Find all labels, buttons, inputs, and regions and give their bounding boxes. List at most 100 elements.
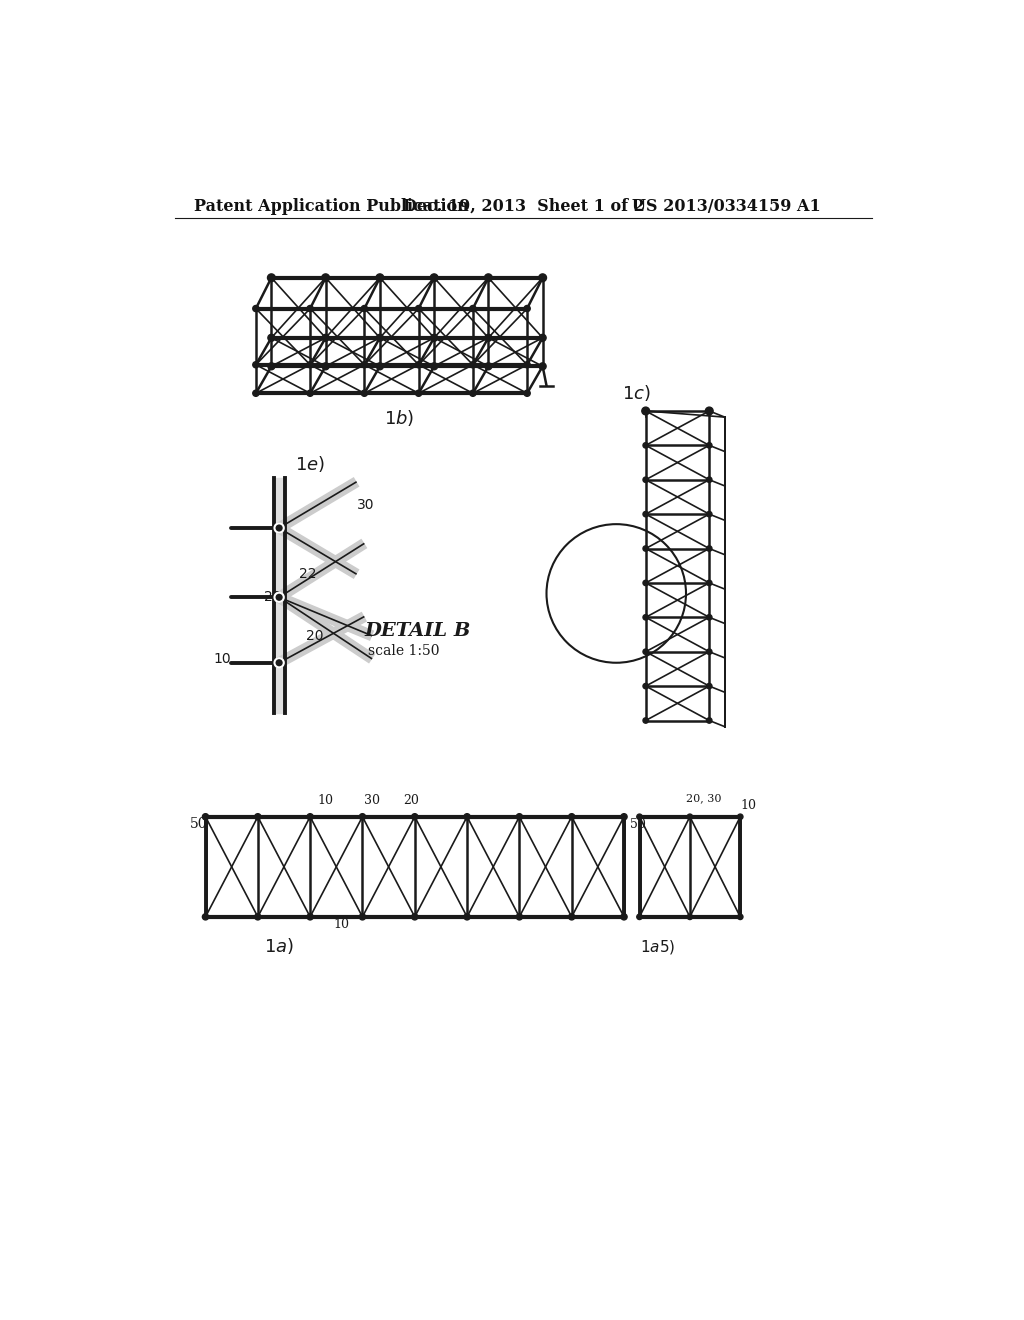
Text: 50: 50 — [190, 817, 208, 832]
Circle shape — [687, 915, 692, 920]
Circle shape — [268, 363, 274, 370]
Circle shape — [203, 913, 209, 920]
Circle shape — [643, 408, 648, 413]
Text: 10: 10 — [334, 919, 349, 932]
Circle shape — [253, 362, 259, 368]
Circle shape — [643, 581, 648, 586]
Circle shape — [276, 525, 282, 531]
Circle shape — [643, 511, 648, 517]
Circle shape — [322, 275, 330, 281]
Circle shape — [361, 362, 368, 368]
Circle shape — [707, 649, 712, 655]
Circle shape — [416, 391, 422, 396]
Text: $1a)$: $1a)$ — [263, 936, 294, 956]
Circle shape — [267, 275, 275, 281]
Circle shape — [253, 391, 259, 396]
Circle shape — [276, 660, 282, 665]
Circle shape — [516, 913, 522, 920]
Circle shape — [274, 659, 284, 668]
Circle shape — [707, 546, 712, 552]
Text: 22: 22 — [299, 568, 316, 581]
Circle shape — [707, 408, 712, 413]
Circle shape — [470, 391, 476, 396]
Text: DETAIL B: DETAIL B — [365, 622, 471, 640]
Circle shape — [524, 391, 530, 396]
Circle shape — [621, 813, 627, 820]
Circle shape — [464, 813, 470, 820]
Circle shape — [539, 275, 547, 281]
Text: 50: 50 — [630, 818, 646, 832]
Circle shape — [540, 363, 546, 370]
Text: $1e)$: $1e)$ — [295, 454, 325, 474]
Text: 20: 20 — [403, 793, 419, 807]
Circle shape — [359, 913, 366, 920]
Circle shape — [568, 813, 574, 820]
Circle shape — [485, 363, 492, 370]
Circle shape — [707, 581, 712, 586]
Circle shape — [643, 477, 648, 482]
Circle shape — [323, 334, 329, 342]
Circle shape — [274, 593, 284, 602]
Circle shape — [707, 511, 712, 517]
Text: scale 1:50: scale 1:50 — [369, 644, 439, 659]
Text: $1a5)$: $1a5)$ — [640, 939, 675, 956]
Circle shape — [430, 275, 438, 281]
Text: 30: 30 — [365, 793, 380, 807]
Circle shape — [642, 407, 649, 414]
Circle shape — [621, 913, 627, 920]
Circle shape — [377, 334, 383, 342]
Text: 10: 10 — [740, 799, 757, 812]
Circle shape — [203, 813, 209, 820]
Circle shape — [540, 334, 546, 342]
Circle shape — [707, 442, 712, 447]
Circle shape — [253, 305, 259, 312]
Circle shape — [707, 718, 712, 723]
Text: 10: 10 — [317, 793, 334, 807]
Text: 20: 20 — [306, 628, 324, 643]
Circle shape — [484, 275, 493, 281]
Circle shape — [464, 913, 470, 920]
Circle shape — [643, 615, 648, 620]
Circle shape — [323, 363, 329, 370]
Circle shape — [276, 595, 282, 599]
Text: 20, 30: 20, 30 — [686, 793, 722, 804]
Circle shape — [687, 814, 692, 820]
Circle shape — [643, 684, 648, 689]
Circle shape — [524, 362, 530, 368]
Circle shape — [707, 477, 712, 482]
Circle shape — [485, 334, 492, 342]
Circle shape — [706, 407, 713, 414]
Circle shape — [643, 649, 648, 655]
Circle shape — [524, 305, 530, 312]
Text: 20: 20 — [263, 590, 282, 605]
Circle shape — [470, 362, 476, 368]
Circle shape — [643, 546, 648, 552]
Circle shape — [361, 391, 368, 396]
Text: $1b)$: $1b)$ — [384, 408, 414, 428]
Circle shape — [737, 915, 743, 920]
Circle shape — [643, 442, 648, 447]
Circle shape — [643, 718, 648, 723]
Circle shape — [470, 305, 476, 312]
Text: 10: 10 — [213, 652, 230, 665]
Circle shape — [268, 334, 274, 342]
Circle shape — [707, 684, 712, 689]
Circle shape — [307, 391, 313, 396]
Circle shape — [307, 362, 313, 368]
Circle shape — [416, 362, 422, 368]
Circle shape — [516, 813, 522, 820]
Circle shape — [255, 913, 261, 920]
Text: $1c)$: $1c)$ — [623, 383, 651, 404]
Circle shape — [255, 813, 261, 820]
Circle shape — [307, 813, 313, 820]
Circle shape — [376, 275, 384, 281]
Circle shape — [412, 813, 418, 820]
Circle shape — [361, 305, 368, 312]
Circle shape — [431, 363, 437, 370]
Circle shape — [359, 813, 366, 820]
Circle shape — [431, 334, 437, 342]
Circle shape — [416, 305, 422, 312]
Circle shape — [707, 615, 712, 620]
Circle shape — [377, 363, 383, 370]
Text: US 2013/0334159 A1: US 2013/0334159 A1 — [632, 198, 820, 215]
